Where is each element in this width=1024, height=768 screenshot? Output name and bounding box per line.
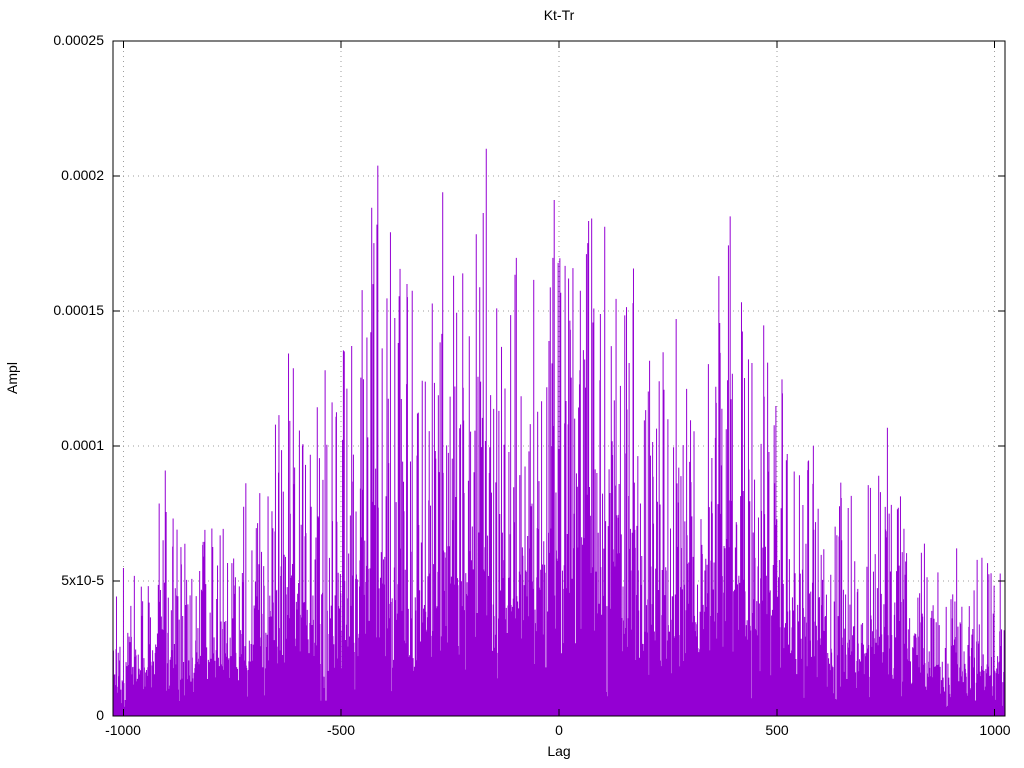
y-tick-label: 5x10-5 (61, 572, 104, 588)
y-tick-label: 0.0001 (61, 437, 104, 453)
x-tick-label: -500 (326, 722, 356, 738)
x-tick-label: 0 (555, 722, 563, 738)
x-axis-label: Lag (547, 743, 571, 759)
y-tick-label: 0.0002 (61, 167, 104, 183)
y-axis-label: Ampl (4, 362, 20, 394)
chart-title: Kt-Tr (543, 7, 575, 23)
y-tick-label: 0.00015 (53, 302, 104, 318)
x-tick-label: 500 (765, 722, 789, 738)
y-tick-label: 0.00025 (53, 32, 104, 48)
y-tick-label: 0 (96, 707, 104, 723)
x-tick-label: 1000 (979, 722, 1011, 738)
x-tick-label: -1000 (105, 722, 141, 738)
